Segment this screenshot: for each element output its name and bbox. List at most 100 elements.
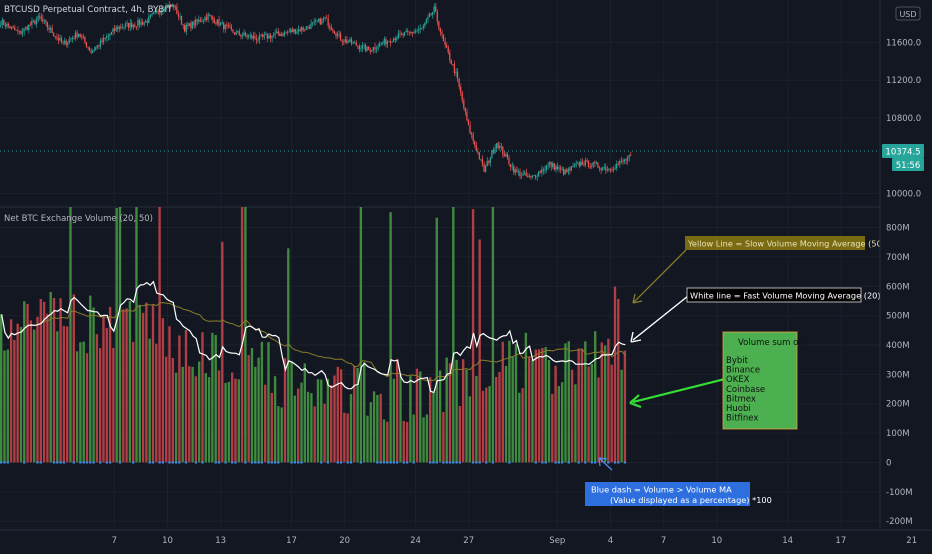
volume-bar [617,298,620,463]
candle-body [368,46,370,50]
volume-bar [514,344,518,463]
volume-bar [488,386,491,463]
candle-body [567,168,569,172]
candle-body [4,24,6,27]
volume-bar [330,385,333,463]
price-scale[interactable] [880,0,932,550]
volume-bar [0,314,3,463]
candle-body [497,143,499,149]
blue-dash [72,461,75,464]
volume-bar [610,364,613,463]
candle-body [21,31,24,34]
candle-body [23,28,25,32]
volume-bar [6,349,9,463]
candle-body [539,171,541,174]
blue-dash [435,461,438,464]
volume-bar [211,332,214,463]
candle-body [581,161,583,165]
candle-body [43,20,45,22]
volume-bar [254,366,257,463]
candle-body [191,21,194,29]
indicator-title[interactable]: Net BTC Exchange Volume (20, 50) [4,214,153,224]
volume-bar [264,384,267,463]
candle-body [349,39,351,43]
candle-body [614,168,616,170]
volume-bar [49,291,52,463]
candle-body [525,172,527,177]
candle-body [573,165,576,167]
candle-body [254,36,256,39]
time-scale[interactable] [0,531,880,550]
volume-bar [178,335,181,463]
time-tick-label: 20 [339,536,350,546]
candle-body [522,173,524,176]
volume-tick-label: 100M [886,429,910,439]
volume-bar [155,343,158,463]
candle-body [46,22,49,28]
volume-bar [105,328,108,463]
volume-bar [541,347,544,463]
volume-bar [221,241,224,463]
candle-body [336,34,339,36]
blue-dash [257,461,260,464]
blue-dash [39,461,42,464]
candle-body [382,43,384,45]
candle-body [542,169,544,171]
volume-bar [570,369,574,463]
candle-body [226,24,228,26]
candle-body [118,26,120,30]
volume-tick-label: 0 [886,458,891,468]
candle-body [274,33,276,35]
candle-body [304,30,306,31]
volume-bar [207,377,211,463]
candle-body [600,168,602,171]
volume-bar [382,419,386,463]
volume-bar [290,361,293,463]
candle-body [233,32,236,35]
candle-body [583,164,585,166]
candle-body [439,28,441,33]
time-tick-label: 17 [835,536,846,546]
volume-bar [42,301,46,463]
volume-bar [584,341,587,463]
candle-body [416,30,418,32]
blue-arrow [598,457,613,471]
blue-dash [270,461,273,464]
volume-bar [118,207,122,463]
blue-dash [59,461,62,464]
candle-body [442,34,445,42]
candle-body [361,45,364,49]
volume-bar [214,334,217,463]
time-tick-label: 21 [906,536,917,546]
candle-body [537,171,540,177]
candle-body [300,27,303,32]
candle-body [152,12,155,15]
currency-button[interactable]: USD [895,6,921,21]
blue-dash [402,461,405,464]
candle-body [603,167,605,169]
volume-bar [62,326,66,463]
currency-button-frame[interactable] [895,6,921,21]
volume-bar [620,369,623,463]
candle-body [222,22,225,30]
candle-body [584,160,587,166]
candle-body [394,38,396,40]
candle-body [32,20,34,22]
blue-dash [471,461,475,464]
volume-bar [597,377,600,463]
candle-body [531,175,534,177]
currency-button-label[interactable]: USD [899,10,916,19]
candle-body [40,16,42,19]
volume-bar [72,294,75,463]
volume-bar [128,301,132,463]
volume-bar [495,376,498,463]
time-tick-label: 24 [410,536,421,546]
volume-bar [442,411,445,463]
volume-bar [511,356,514,463]
candle-body [276,31,278,34]
candle-body [109,34,111,36]
volume-bar [419,371,422,463]
blue-dash [554,461,557,464]
